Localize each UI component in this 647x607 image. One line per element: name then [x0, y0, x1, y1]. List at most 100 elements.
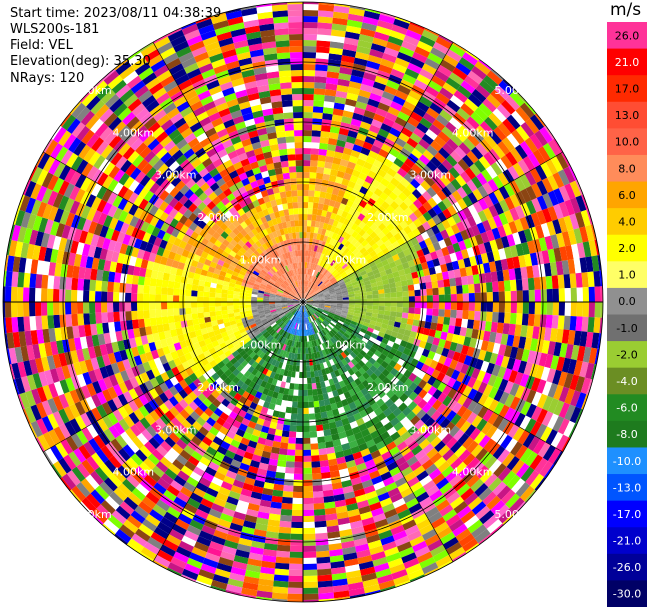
velocity-gate	[413, 465, 426, 477]
velocity-gate	[383, 436, 394, 446]
velocity-gate	[385, 205, 395, 215]
velocity-gate	[446, 216, 457, 227]
velocity-gate	[420, 413, 431, 424]
velocity-gate	[544, 125, 555, 140]
velocity-gate	[449, 234, 458, 245]
velocity-gate	[276, 465, 286, 474]
velocity-gate	[405, 273, 413, 280]
velocity-gate	[306, 287, 310, 293]
velocity-gate	[413, 385, 423, 396]
velocity-gate	[309, 309, 314, 315]
velocity-gate	[377, 574, 394, 585]
velocity-gate	[321, 321, 328, 328]
velocity-gate	[418, 340, 427, 349]
velocity-gate	[303, 118, 313, 125]
velocity-gate	[408, 307, 415, 314]
velocity-gate	[409, 330, 417, 339]
velocity-gate	[303, 40, 317, 47]
velocity-gate	[77, 278, 85, 291]
velocity-gate	[498, 186, 510, 200]
velocity-gate	[23, 272, 31, 288]
velocity-gate	[478, 155, 491, 170]
velocity-gate	[446, 244, 456, 255]
velocity-gate	[512, 256, 521, 269]
velocity-gate	[406, 231, 416, 240]
velocity-gate	[131, 292, 138, 302]
velocity-gate	[416, 551, 433, 564]
velocity-gate	[512, 335, 521, 348]
velocity-gate	[357, 213, 366, 222]
velocity-gate	[476, 418, 488, 432]
velocity-gate	[455, 318, 463, 328]
velocity-gate	[474, 311, 481, 321]
velocity-gate	[356, 334, 364, 341]
velocity-gate	[335, 332, 342, 339]
velocity-gate	[351, 426, 361, 435]
velocity-gate	[303, 226, 307, 233]
velocity-gate	[420, 231, 430, 241]
velocity-gate	[426, 302, 433, 309]
velocity-gate	[83, 302, 90, 314]
velocity-gate	[313, 502, 325, 510]
velocity-gate	[594, 348, 600, 365]
velocity-gate	[575, 179, 584, 196]
velocity-gate	[509, 346, 519, 359]
velocity-gate	[304, 262, 308, 269]
velocity-gate	[306, 298, 313, 301]
velocity-gate	[356, 45, 371, 55]
velocity-gate	[209, 311, 217, 317]
velocity-gate	[323, 335, 329, 342]
velocity-gate	[462, 154, 474, 168]
velocity-gate	[469, 427, 481, 441]
velocity-gate	[392, 498, 406, 509]
velocity-gate	[542, 192, 554, 209]
velocity-gate	[341, 343, 349, 350]
velocity-gate	[509, 382, 520, 397]
velocity-gate	[438, 239, 447, 249]
velocity-gate	[431, 280, 439, 289]
velocity-gate	[515, 279, 523, 291]
velocity-gate	[318, 266, 323, 273]
velocity-gate	[527, 152, 541, 168]
velocity-gate	[455, 417, 467, 430]
velocity-gate	[416, 470, 429, 482]
velocity-gate	[506, 234, 516, 247]
velocity-gate	[318, 324, 323, 331]
velocity-gate	[320, 465, 330, 474]
velocity-gate	[579, 361, 589, 378]
velocity-gate	[334, 314, 341, 319]
velocity-gate	[309, 290, 315, 295]
velocity-gate	[323, 262, 329, 269]
velocity-gate	[179, 295, 186, 302]
velocity-gate	[372, 159, 383, 169]
velocity-gate	[303, 58, 316, 65]
velocity-gate	[360, 147, 371, 156]
velocity-gate	[363, 264, 371, 271]
velocity-gate	[384, 292, 391, 298]
velocity-gate	[582, 241, 592, 258]
velocity-gate	[370, 402, 380, 412]
velocity-gate	[597, 255, 602, 271]
velocity-gate	[340, 61, 354, 70]
velocity-gate	[328, 331, 334, 338]
velocity-gate	[312, 277, 317, 283]
velocity-gate	[303, 515, 315, 522]
velocity-gate	[303, 172, 310, 179]
velocity-gate	[320, 356, 326, 363]
velocity-gate	[407, 23, 425, 36]
velocity-gate	[424, 534, 440, 547]
velocity-gate	[564, 199, 576, 216]
velocity-gate	[366, 294, 373, 299]
velocity-gate	[306, 302, 313, 304]
velocity-gate	[514, 177, 526, 192]
velocity-gate	[317, 259, 322, 266]
velocity-gate	[399, 147, 412, 158]
velocity-gate	[449, 43, 466, 58]
velocity-gate	[374, 75, 389, 86]
velocity-gate	[370, 551, 386, 561]
velocity-gate	[303, 509, 315, 516]
velocity-gate	[505, 493, 520, 509]
velocity-gate	[322, 113, 333, 121]
velocity-gate	[341, 230, 348, 239]
